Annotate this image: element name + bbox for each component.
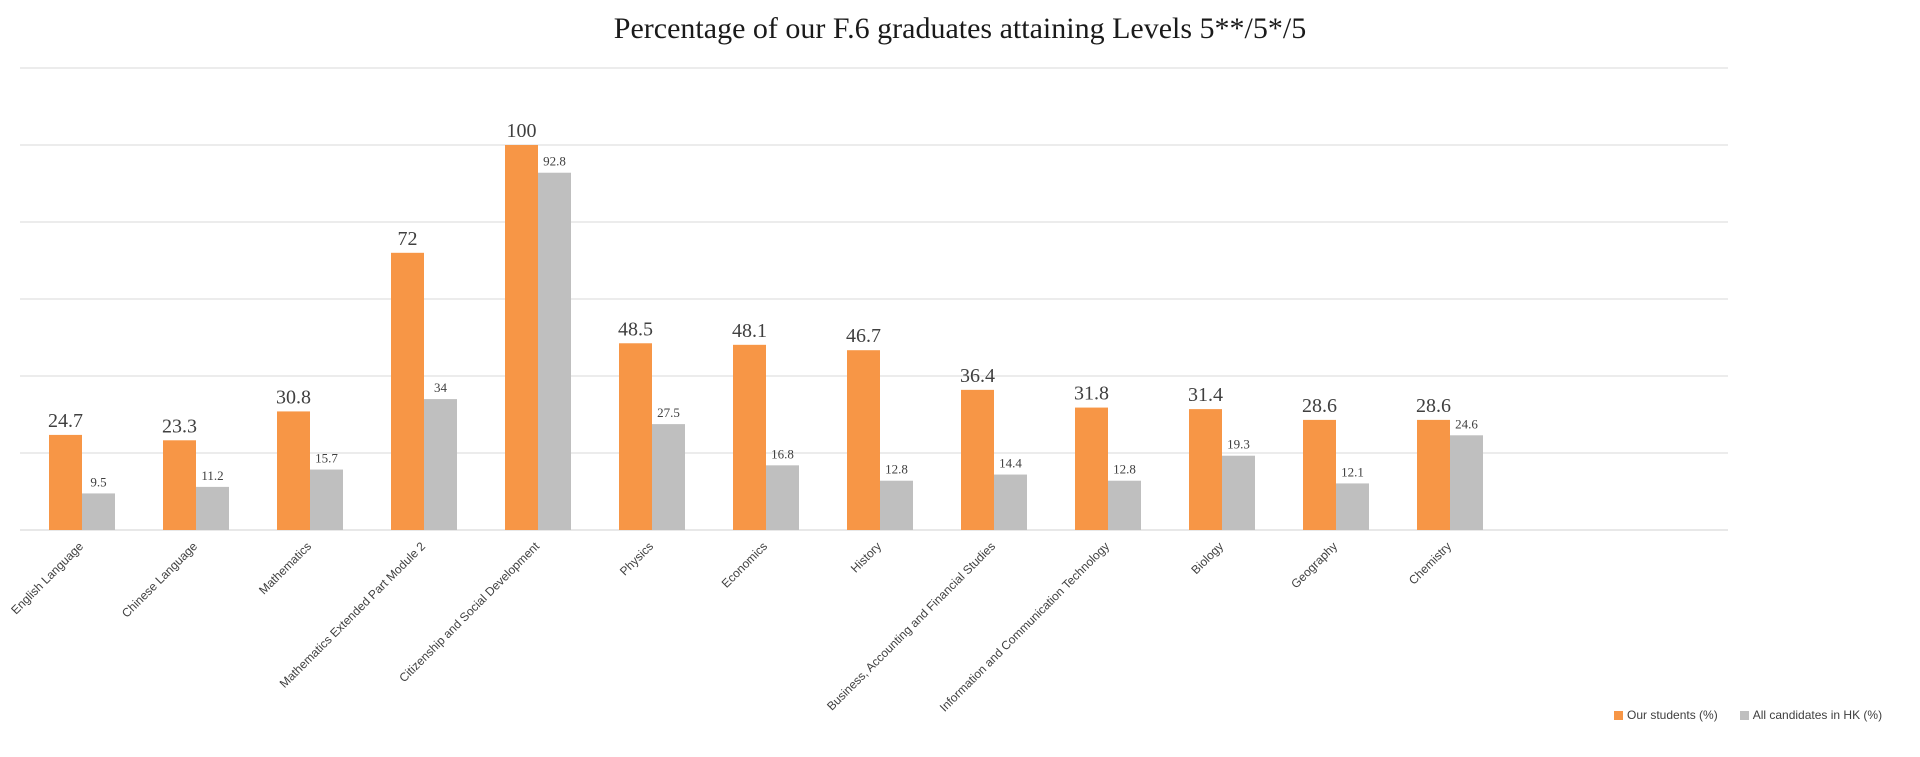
data-label-our-students: 31.4 — [1188, 384, 1223, 406]
data-label-hk-candidates: 16.8 — [771, 446, 794, 461]
bar-our-students — [163, 440, 196, 530]
bar-hk-candidates — [1336, 483, 1369, 530]
legend-swatch-our-students — [1614, 710, 1623, 720]
legend-label-hk-candidates: All candidates in HK (%) — [1752, 708, 1883, 722]
data-label-hk-candidates: 14.4 — [999, 456, 1022, 471]
data-label-hk-candidates: 12.8 — [1113, 462, 1136, 477]
bar-hk-candidates — [880, 480, 913, 530]
bar-hk-candidates — [1450, 435, 1483, 530]
bar-hk-candidates — [1108, 480, 1141, 530]
bar-our-students — [961, 389, 994, 530]
bar-hk-candidates — [424, 399, 457, 530]
data-label-our-students: 48.5 — [618, 318, 653, 340]
legend-swatch-hk-candidates — [1739, 710, 1749, 720]
bar-hk-candidates — [310, 469, 343, 530]
chart-title: Percentage of our F.6 graduates attainin… — [614, 12, 1306, 45]
data-label-our-students: 30.8 — [276, 386, 311, 408]
data-label-hk-candidates: 27.5 — [657, 405, 680, 420]
bar-our-students — [1417, 419, 1450, 530]
data-label-hk-candidates: 12.8 — [885, 462, 908, 477]
legend-item-our-students: Our students (%) — [1614, 708, 1718, 722]
data-label-our-students: 23.3 — [162, 415, 197, 437]
data-label-hk-candidates: 11.2 — [201, 468, 223, 483]
bar-our-students — [277, 411, 310, 530]
data-label-our-students: 100 — [507, 120, 537, 142]
bars — [49, 145, 1483, 531]
bar-hk-candidates — [538, 172, 571, 530]
bar-our-students — [733, 344, 766, 530]
bar-our-students — [1189, 409, 1222, 530]
category-tick-label: Physics — [617, 539, 656, 578]
bar-hk-candidates — [196, 486, 229, 530]
legend-item-hk-candidates: All candidates in HK (%) — [1739, 708, 1883, 722]
data-label-hk-candidates: 34 — [434, 380, 448, 395]
bar-our-students — [619, 343, 652, 530]
category-tick-label: Citizenship and Social Development — [396, 539, 542, 685]
data-label-hk-candidates: 24.6 — [1455, 416, 1478, 431]
bar-hk-candidates — [652, 424, 685, 530]
data-label-our-students: 72 — [398, 228, 418, 250]
data-label-hk-candidates: 12.1 — [1341, 464, 1364, 479]
bar-our-students — [847, 350, 880, 530]
data-labels: 24.7 9.5 23.3 11.2 30.8 15.7 72 34 100 92.8 48.5 27… — [48, 120, 1478, 489]
bar-our-students — [1075, 407, 1108, 530]
data-label-our-students: 46.7 — [846, 325, 881, 347]
data-label-hk-candidates: 19.3 — [1227, 437, 1250, 452]
category-tick-label: History — [848, 539, 884, 575]
data-label-hk-candidates: 9.5 — [90, 474, 106, 489]
data-label-our-students: 36.4 — [960, 365, 995, 387]
data-label-our-students: 31.8 — [1074, 383, 1109, 405]
data-label-our-students: 24.7 — [48, 410, 83, 432]
legend: Our students (%) All candidates in HK (%… — [1614, 708, 1882, 722]
category-tick-label: Biology — [1188, 539, 1226, 577]
legend-label-our-students: Our students (%) — [1627, 708, 1718, 722]
bar-our-students — [391, 252, 424, 531]
data-label-hk-candidates: 92.8 — [543, 154, 566, 169]
bar-hk-candidates — [1222, 455, 1255, 530]
category-tick-label: Economics — [719, 539, 770, 590]
bar-our-students — [49, 434, 82, 530]
data-label-our-students: 28.6 — [1302, 395, 1337, 417]
bar-hk-candidates — [82, 493, 115, 530]
category-tick-label: Chinese Language — [119, 539, 200, 620]
category-tick-label: Geography — [1288, 539, 1340, 591]
category-tick-labels: English Language Chinese Language Mathemat… — [8, 539, 1454, 715]
data-label-our-students: 28.6 — [1416, 395, 1451, 417]
data-label-hk-candidates: 15.7 — [315, 451, 338, 466]
category-tick-label: English Language — [8, 539, 86, 617]
bar-hk-candidates — [766, 465, 799, 530]
category-tick-label: Chemistry — [1406, 539, 1454, 587]
bar-our-students — [1303, 419, 1336, 530]
bar-hk-candidates — [994, 474, 1027, 530]
data-label-our-students: 48.1 — [732, 320, 767, 342]
category-tick-label: Mathematics — [256, 539, 314, 597]
bar-our-students — [505, 145, 538, 530]
